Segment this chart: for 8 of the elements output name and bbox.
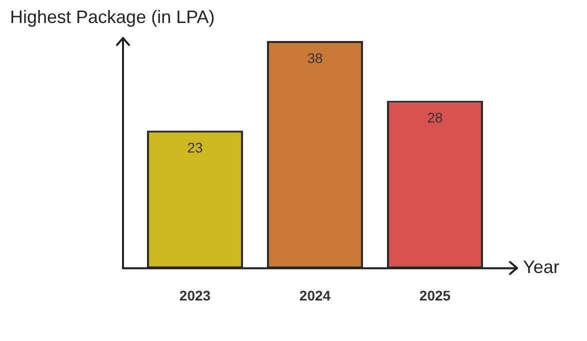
data-label: 38: [307, 50, 323, 66]
y-axis-title: Highest Package (in LPA): [10, 6, 215, 27]
x-tick-label: 2025: [419, 287, 451, 304]
data-label: 28: [427, 110, 443, 126]
x-axis-title: Year: [523, 257, 560, 278]
x-tick-label: 2023: [179, 287, 211, 304]
x-tick-label: 2024: [299, 287, 331, 304]
data-label: 23: [187, 140, 203, 156]
